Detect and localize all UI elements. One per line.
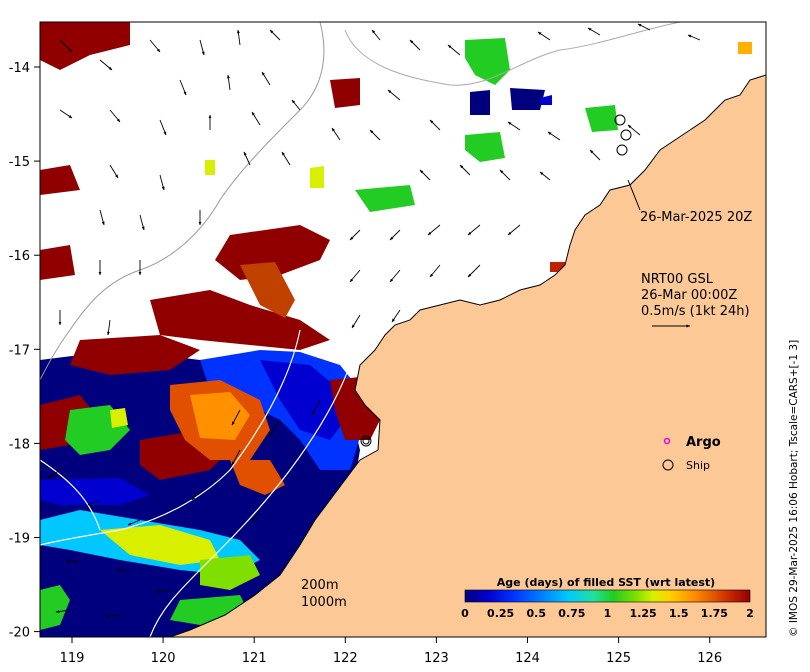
y-tick-label: -14 — [9, 61, 30, 76]
colorbar-tick-label: 0.75 — [558, 607, 585, 620]
x-tick-label: 123 — [424, 651, 449, 666]
colorbar-tick-label: 1.75 — [701, 607, 728, 620]
colorbar-tick-label: 1 — [604, 607, 612, 620]
y-tick-label: -15 — [9, 155, 30, 170]
argo-label: Argo — [686, 435, 721, 450]
x-tick-label: 125 — [606, 651, 631, 666]
argo-marker — [663, 437, 671, 445]
colorbar-tick-label: 2 — [746, 607, 754, 620]
sst-field — [40, 22, 752, 637]
x-tick-label: 124 — [515, 651, 540, 666]
ship-track — [360, 114, 632, 447]
ship-label: Ship — [686, 459, 710, 472]
y-tick-label: -20 — [9, 626, 30, 641]
colorbar-tick-label: 0.25 — [487, 607, 514, 620]
colorbar: Age (days) of filled SST (wrt latest) 0 0… — [461, 576, 754, 620]
contour-1000m-label: 1000m — [301, 595, 347, 610]
x-axis: 119 120 121 122 123 124 125 126 — [60, 637, 722, 666]
current-vectors — [47, 23, 701, 618]
current-time-label: 26-Mar 00:00Z — [641, 288, 737, 303]
y-axis: -14 -15 -16 -17 -18 -19 -20 — [9, 61, 40, 641]
y-tick-label: -16 — [9, 249, 30, 264]
plot-border — [39, 21, 767, 638]
ship-marker — [662, 459, 674, 471]
x-tick-label: 126 — [697, 651, 722, 666]
current-source-label: NRT00 GSL — [641, 272, 714, 287]
y-tick-label: -19 — [9, 532, 30, 547]
colorbar-tick-label: 0.5 — [527, 607, 547, 620]
x-tick-label: 120 — [151, 651, 176, 666]
colorbar-tick-label: 0 — [461, 607, 469, 620]
credit-text: © IMOS 29-Mar-2025 16:06 Hobart; Tscale=… — [788, 340, 800, 637]
colorbar-tick-label: 1.25 — [630, 607, 657, 620]
colorbar-title: Age (days) of filled SST (wrt latest) — [497, 576, 715, 589]
colorbar-ramp — [464, 589, 751, 603]
satellite-pass-leader — [627, 179, 641, 211]
contour-200m-label: 200m — [301, 578, 338, 593]
current-scale-label: 0.5m/s (1kt 24h) — [641, 304, 750, 319]
y-tick-label: -17 — [9, 343, 30, 358]
x-tick-label: 122 — [333, 651, 358, 666]
x-tick-label: 119 — [60, 651, 85, 666]
y-tick-label: -18 — [9, 437, 30, 452]
land — [169, 74, 766, 637]
colorbar-tick-label: 1.5 — [669, 607, 689, 620]
x-tick-label: 121 — [242, 651, 267, 666]
satellite-pass-label: 26-Mar-2025 20Z — [640, 210, 752, 225]
